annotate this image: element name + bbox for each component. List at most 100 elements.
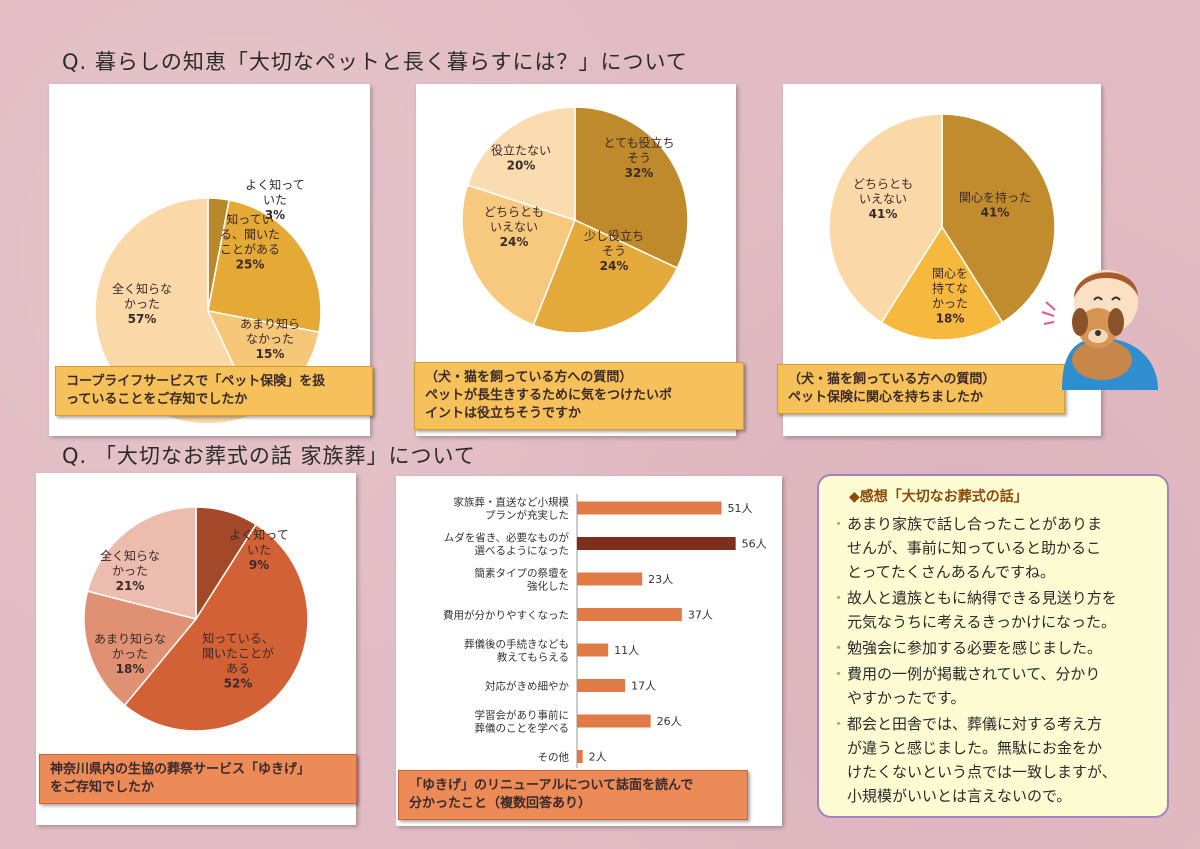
pie-slice-label-line: 関心を持った	[959, 190, 1031, 205]
pie-slice-label: よく知っていた 9%	[229, 528, 288, 572]
bar	[577, 750, 583, 763]
pie-slice-label: どちらともいえない 41%	[853, 177, 913, 221]
comment-line: 故人と遺族ともに納得できる見送り方を	[847, 589, 1117, 607]
comment-item: ・故人と遺族ともに納得できる見送り方を 元気なうちに考えるきっかけになった。	[831, 586, 1161, 634]
chart-caption: （犬・猫を飼っている方への質問） ペット保険に関心を持ちましたか	[777, 364, 1065, 414]
pie-slice-label: 知っている、聞いたことがある 52%	[202, 632, 274, 691]
pie-slice	[207, 199, 322, 334]
comment-line: あまり家族で話し合ったことがありま	[847, 515, 1103, 533]
comment-item: ・あまり家族で話し合ったことがありま せんが、事前に知っていると助かるこ とってたく…	[831, 512, 1161, 584]
pie-slice-label-line: 全く知らな	[112, 281, 172, 296]
pie-slice-label: 関心を持てなかった 18%	[932, 267, 968, 326]
pie-slice-label-line: 関心を	[932, 267, 968, 281]
pie-slice-label: 知っている、聞いたことがある 25%	[220, 213, 280, 272]
dog-body	[1072, 340, 1132, 380]
pie-slice-label-line: とても役立ち	[603, 135, 674, 150]
bar-category-label: 学習会があり事前に葬儀のことを学べる	[475, 709, 570, 735]
bar-category-label-line: その他	[538, 751, 570, 764]
bar-category-label-line: 家族葬・直送など小規模	[454, 496, 570, 509]
pie-slice-label-line: いえない	[859, 192, 907, 206]
pie-slice-label-line: いた	[247, 543, 271, 557]
bar-value-label: 26人	[657, 715, 682, 728]
pie-slice-label-line: どちらとも	[853, 177, 913, 191]
bar-value-label: 56人	[742, 538, 767, 551]
pie-slice-label-line: かった	[112, 564, 148, 578]
bar	[577, 537, 736, 550]
pie-slice-label-line: 役立たない	[491, 143, 551, 158]
pie-slice	[574, 106, 689, 270]
pie-chart-svg: よく知っていた 9%知っている、聞いたことがある 52%あまり知らなかった 18%全く…	[83, 506, 309, 732]
bar-chart-svg: 51人 家族葬・直送など小規模プランが充実した 56人 ムダを省き、必要なものが選べる…	[443, 494, 767, 768]
comment-item: ・費用の一例が掲載されていて、分かり やすかったです。	[831, 662, 1161, 710]
bar	[577, 643, 609, 657]
pie-slice-pct: 9%	[249, 558, 269, 572]
caption-line: イントは役立ちそうですか	[425, 406, 582, 421]
pie-slice-label: とても役立ちそう 32%	[603, 135, 674, 180]
bar-category-label-line: ムダを省き、必要なものが	[444, 531, 570, 544]
pie-slice-label: 全く知らなかった 21%	[100, 548, 160, 593]
chart-caption: 神奈川県内の生協の葬祭サービス「ゆきげ」 をご存知でしたか	[39, 754, 357, 804]
comments-title: ◆感想「大切なお葬式の話」	[849, 489, 1028, 505]
comments-list: ・あまり家族で話し合ったことがありま せんが、事前に知っていると助かるこ とってたく…	[831, 512, 1161, 810]
bar-value-label: 2人	[589, 751, 607, 764]
comment-line: 都会と田舎では、葬儀に対する考え方	[847, 715, 1103, 733]
caption-line: コープライフサービスで「ペット保険」を扱	[66, 374, 326, 389]
pie-slice-pct: 18%	[936, 312, 965, 326]
bar-value-label: 37人	[688, 609, 713, 622]
caption-line: （犬・猫を飼っている方への質問）	[425, 370, 633, 385]
bar-category-label-line: 強化した	[527, 580, 569, 593]
caption-line: 分かったこと（複数回答あり）	[409, 796, 592, 811]
pie-slice-label: よく知っていた 3%	[245, 178, 304, 222]
pie-slice-label-line: 少し役立ち	[584, 228, 644, 243]
pie-slice-label-line: よく知って	[229, 528, 288, 542]
bar	[577, 501, 722, 515]
pie-slice-pct: 57%	[128, 312, 157, 326]
bar-category-label: 葬儀後の手続きなども教えてもらえる	[464, 638, 569, 664]
comment-line: けたくないという点では一致しますが、	[847, 763, 1117, 781]
bar	[577, 679, 626, 692]
bar-value-label: 17人	[631, 680, 656, 693]
pie-slice-label-line: かった	[124, 297, 160, 311]
pie-slice-pct: 24%	[600, 259, 629, 273]
pie-slice	[532, 218, 679, 334]
section1-title: Q. 暮らしの知恵「大切なペットと長く暮らすには？」について	[62, 50, 688, 74]
bullet-icon: ・	[831, 515, 847, 533]
comment-line: 勉強会に参加する必要を感じました。	[847, 639, 1103, 657]
pie-slice-label-line: 知っている、	[202, 632, 273, 646]
bar-category-label-line: 学習会があり事前に	[475, 709, 570, 722]
bar-category-label: 簡素タイプの祭壇を強化した	[475, 567, 570, 593]
comment-line: とってたくさんあるんですね。	[847, 563, 1056, 581]
pie-chart-svg: 関心を持った 41% 関心を持てなかった 18% どちらともいえない 41%	[828, 113, 1056, 341]
person-holding-dog-illustration	[1041, 270, 1158, 390]
bar-value-label: 23人	[648, 573, 673, 586]
bullet-icon: ・	[831, 589, 847, 607]
comment-line: やすかったです。	[847, 689, 966, 707]
comment-line: せんが、事前に知っていると助かるこ	[847, 539, 1101, 557]
pie-slice-pct: 41%	[981, 206, 1010, 220]
bar-category-label: 家族葬・直送など小規模プランが充実した	[454, 496, 570, 522]
chart-caption: （犬・猫を飼っている方への質問） ペットが長生きするために気をつけたいポ イント…	[414, 362, 744, 430]
bar-value-label: 51人	[728, 502, 753, 515]
pie-slice	[123, 523, 309, 732]
chart-caption: 「ゆきげ」のリニューアルについて誌面を読んで 分かったこと（複数回答あり）	[398, 770, 748, 820]
bar-category-label: 対応がきめ細やか	[485, 680, 569, 693]
comment-line: が違うと感じました。無駄にお金をか	[847, 739, 1103, 757]
caption-line: ペット保険に関心を持ちましたか	[788, 390, 984, 405]
pie-slice-pct: 18%	[116, 662, 145, 676]
pie-slice-label: 役立たない 20%	[491, 143, 551, 173]
pie-slice-pct: 21%	[116, 579, 145, 593]
pie-slice-label-line: なかった	[246, 332, 294, 346]
pie-slice-pct: 20%	[507, 159, 536, 173]
pie-slice	[466, 106, 576, 222]
bar	[577, 714, 651, 728]
pie-slice-pct: 24%	[500, 235, 529, 249]
bar-chart-yukige-renewal: 51人 家族葬・直送など小規模プランが充実した 56人 ムダを省き、必要なものが選べる…	[396, 476, 782, 826]
pie-slice-label: どちらともいえない 24%	[484, 205, 544, 249]
pie-slice-label-line: ことがある	[220, 242, 280, 257]
pie-slice-label: 全く知らなかった 57%	[112, 281, 172, 326]
bullet-icon: ・	[831, 639, 847, 657]
pie-slice	[86, 506, 197, 620]
pie-slice-label-line: 聞いたことが	[202, 646, 274, 661]
bar-category-label-line: 教えてもらえる	[497, 651, 569, 664]
bar-category-label: 費用が分かりやすくなった	[443, 609, 569, 622]
